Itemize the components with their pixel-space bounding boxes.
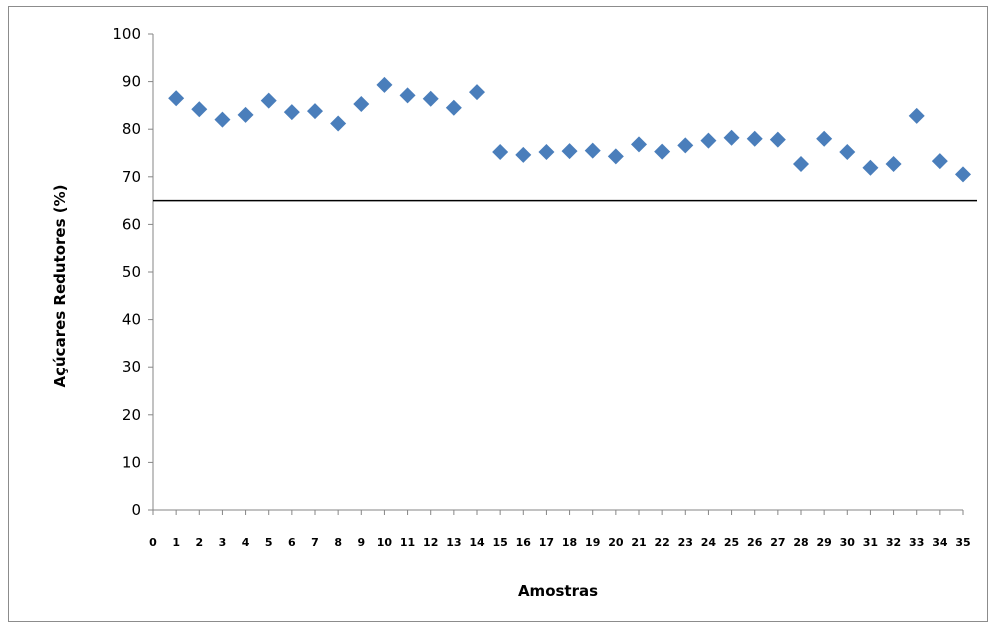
x-tick-label: 31 [863, 536, 878, 549]
data-point [399, 87, 416, 104]
data-point [885, 155, 902, 172]
x-tick-label: 27 [770, 536, 785, 549]
x-tick-label: 21 [631, 536, 646, 549]
y-tick-label: 0 [131, 501, 141, 519]
x-tick-label: 23 [678, 536, 693, 549]
x-tick-label: 22 [654, 536, 669, 549]
data-point [353, 95, 370, 112]
data-point [422, 90, 439, 107]
data-point [631, 136, 647, 153]
y-tick-label: 50 [122, 263, 141, 281]
y-tick-label: 60 [122, 215, 141, 233]
data-point [561, 143, 578, 160]
x-tick-label: 25 [724, 536, 739, 549]
data-point [700, 132, 717, 149]
data-point [654, 143, 671, 160]
data-point [769, 131, 786, 148]
x-tick-label: 17 [539, 536, 554, 549]
data-point [330, 115, 347, 132]
y-tick-label: 20 [122, 406, 141, 424]
data-point [307, 103, 323, 120]
data-point [677, 137, 694, 154]
x-tick-label: 35 [955, 536, 970, 549]
data-point [376, 76, 393, 93]
x-tick-label: 0 [149, 536, 157, 549]
data-point [283, 104, 300, 121]
data-point [931, 153, 948, 170]
x-tick-label: 8 [334, 536, 342, 549]
x-tick-label: 9 [357, 536, 365, 549]
data-point [793, 155, 809, 172]
y-tick-label: 80 [122, 120, 141, 138]
x-tick-label: 20 [608, 536, 624, 549]
data-point [237, 106, 254, 123]
data-point [816, 130, 833, 147]
x-tick-label: 6 [288, 536, 296, 549]
data-point [607, 148, 624, 165]
x-tick-label: 29 [816, 536, 831, 549]
data-point [515, 146, 532, 163]
data-point [538, 144, 555, 161]
x-tick-label: 1 [172, 536, 180, 549]
y-tick-label: 100 [112, 25, 141, 43]
x-tick-label: 24 [701, 536, 717, 549]
x-tick-label: 15 [492, 536, 507, 549]
data-point [191, 101, 208, 118]
y-tick-label: 40 [122, 311, 141, 329]
x-tick-label: 2 [195, 536, 203, 549]
data-point [492, 144, 509, 161]
x-tick-label: 4 [242, 536, 250, 549]
x-tick-label: 5 [265, 536, 273, 549]
x-tick-label: 34 [932, 536, 948, 549]
y-tick-label: 70 [122, 168, 141, 186]
data-point [469, 84, 485, 101]
x-tick-label: 18 [562, 536, 577, 549]
y-axis: 0 10 20 30 40 50 60 70 80 90 100 [112, 25, 154, 519]
data-points [168, 76, 971, 183]
x-tick-label: 30 [840, 536, 856, 549]
x-tick-label: 28 [793, 536, 808, 549]
x-tick-label: 26 [747, 536, 763, 549]
data-point [445, 99, 462, 116]
x-tick-label: 13 [446, 536, 461, 549]
x-tick-label: 14 [469, 536, 485, 549]
x-tick-label: 12 [423, 536, 438, 549]
x-tick-label: 11 [400, 536, 415, 549]
data-point [955, 166, 971, 183]
chart-frame [8, 6, 988, 622]
data-point [260, 92, 277, 109]
x-tick-label: 7 [311, 536, 319, 549]
y-axis-title: Açúcares Redutores (%) [51, 185, 69, 388]
data-point [908, 107, 925, 124]
data-point [746, 130, 763, 147]
x-axis: 0 1 2 3 4 5 6 7 8 9 10 11 12 13 14 15 16 17 18 19 20 21 22 23 24… [149, 509, 971, 549]
x-axis-title: Amostras [518, 582, 598, 600]
x-tick-label: 10 [377, 536, 393, 549]
y-tick-label: 10 [122, 453, 141, 471]
x-tick-label: 33 [909, 536, 924, 549]
x-tick-label: 3 [219, 536, 227, 549]
data-point [839, 144, 856, 161]
x-tick-label: 19 [585, 536, 600, 549]
x-tick-label: 32 [886, 536, 901, 549]
data-point [168, 90, 185, 107]
y-tick-label: 30 [122, 358, 141, 376]
y-tick-label: 90 [122, 73, 141, 91]
data-point [214, 111, 231, 128]
data-point [584, 142, 601, 159]
data-point [862, 159, 879, 176]
data-point [723, 129, 740, 146]
x-tick-label: 16 [516, 536, 532, 549]
